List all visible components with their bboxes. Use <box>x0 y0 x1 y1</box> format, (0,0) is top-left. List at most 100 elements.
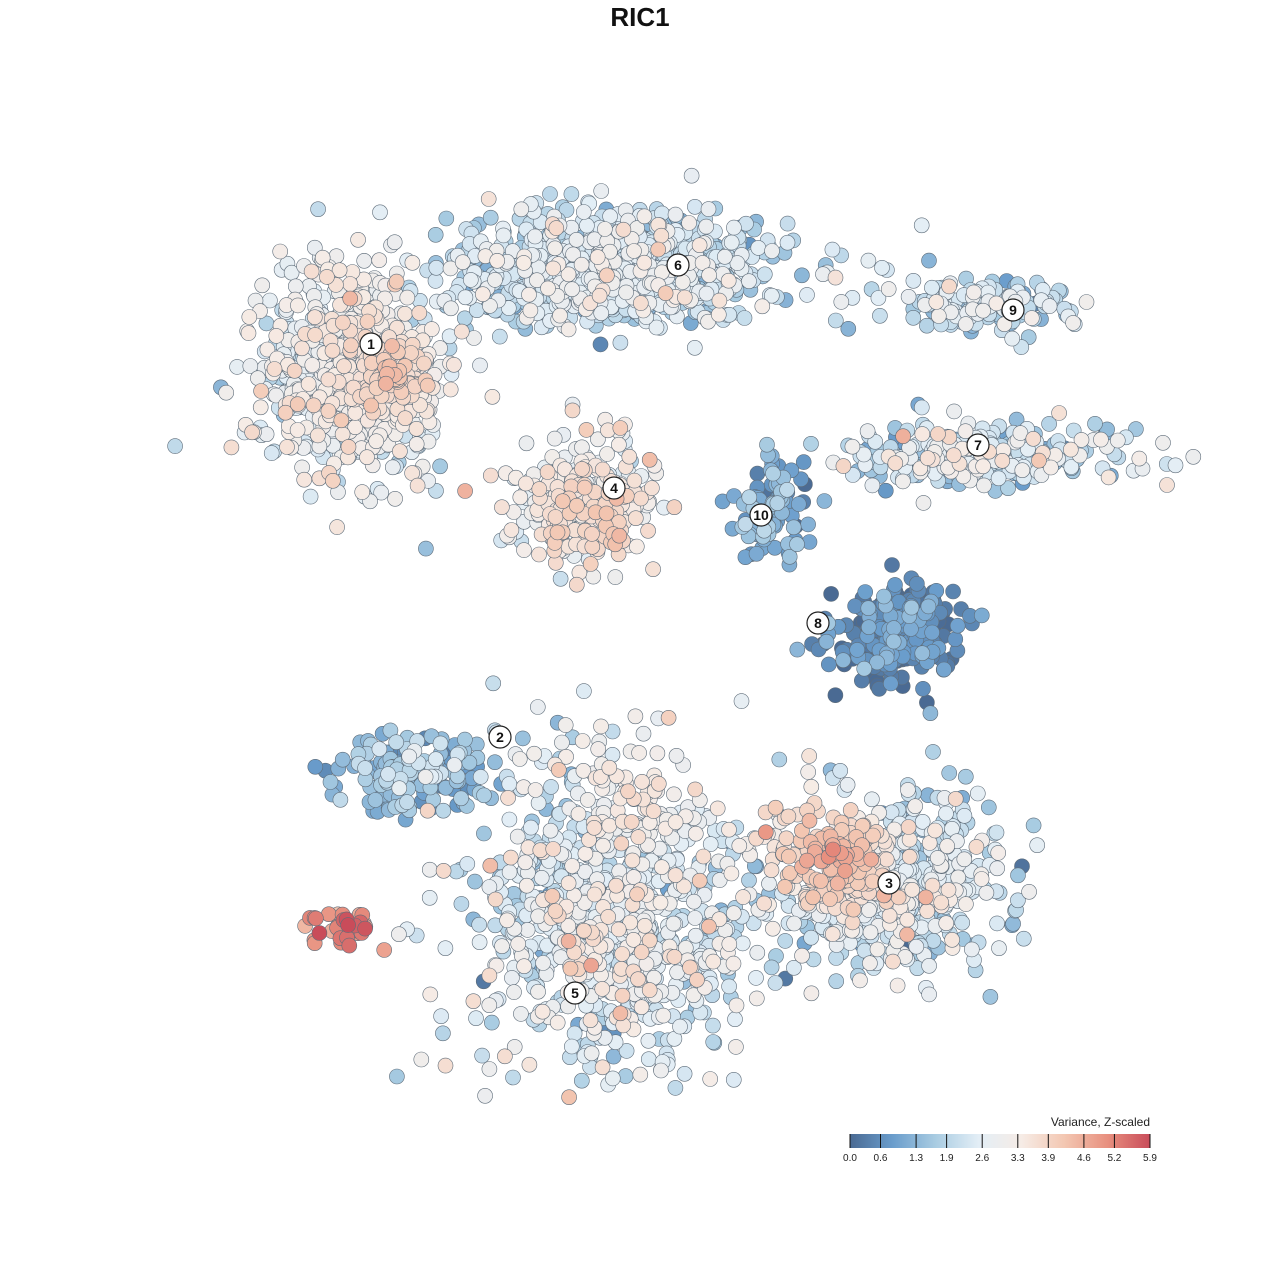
data-point <box>801 812 818 829</box>
data-point <box>900 782 916 798</box>
cluster-label-text: 5 <box>571 985 579 1001</box>
data-point <box>863 851 880 868</box>
data-point <box>938 805 954 822</box>
data-point <box>864 477 881 494</box>
data-point <box>749 944 766 961</box>
data-point <box>617 1068 634 1084</box>
data-point <box>759 436 775 453</box>
data-point <box>668 747 685 764</box>
cluster-label-text: 8 <box>814 615 822 631</box>
data-point <box>828 973 845 990</box>
data-point <box>1051 405 1067 421</box>
data-point <box>978 884 995 901</box>
data-point <box>378 375 394 392</box>
data-point <box>799 287 815 303</box>
data-point <box>837 863 853 879</box>
data-point <box>881 907 898 924</box>
data-point <box>268 328 285 344</box>
data-point <box>779 481 795 498</box>
data-point <box>481 967 498 984</box>
data-point <box>633 944 650 960</box>
cluster-label-text: 3 <box>885 875 893 891</box>
data-point <box>686 339 703 356</box>
data-point <box>803 435 819 452</box>
data-point <box>465 993 482 1010</box>
data-point <box>914 426 931 442</box>
data-point <box>614 987 631 1004</box>
data-point <box>702 1071 719 1087</box>
data-point <box>700 201 717 217</box>
data-point <box>459 856 476 872</box>
data-point <box>907 798 924 815</box>
cluster-label-text: 6 <box>674 257 682 273</box>
data-point <box>562 960 579 977</box>
data-point <box>254 277 271 294</box>
data-point <box>530 908 547 925</box>
data-point <box>501 776 518 792</box>
data-point <box>741 489 758 506</box>
data-point <box>789 536 805 553</box>
data-point <box>359 313 376 330</box>
data-point <box>754 298 771 315</box>
data-point <box>578 422 595 438</box>
data-point <box>530 983 546 1000</box>
data-point <box>573 1072 590 1089</box>
data-point <box>785 519 802 536</box>
data-point <box>904 881 921 898</box>
legend-tick-label: 2.6 <box>975 1153 989 1164</box>
data-point <box>769 495 786 512</box>
data-point <box>384 459 401 476</box>
data-point <box>509 828 526 845</box>
data-point <box>487 891 504 908</box>
data-point <box>518 877 535 894</box>
data-point <box>329 519 345 535</box>
data-point <box>780 848 797 865</box>
data-point <box>491 328 508 345</box>
data-point <box>645 561 661 578</box>
data-point <box>921 252 937 269</box>
cluster-label-10: 10 <box>749 503 773 527</box>
data-point <box>340 917 356 933</box>
data-point <box>939 838 956 854</box>
data-point <box>515 255 532 271</box>
data-point <box>818 633 835 650</box>
data-point <box>530 795 547 811</box>
data-point <box>517 854 534 871</box>
data-point <box>618 284 634 301</box>
data-point <box>575 204 592 220</box>
data-point <box>240 325 257 341</box>
data-point <box>527 782 544 798</box>
data-point <box>505 1069 521 1086</box>
data-point <box>359 449 375 466</box>
data-point <box>676 289 693 306</box>
data-point <box>446 356 462 373</box>
data-point <box>944 931 960 948</box>
data-point <box>665 915 682 932</box>
legend-tick-label: 0.6 <box>874 1153 888 1164</box>
data-point <box>568 232 585 248</box>
data-point <box>457 731 473 748</box>
data-point <box>372 204 388 221</box>
data-point <box>223 439 240 456</box>
data-point <box>687 910 703 926</box>
data-point <box>592 336 609 353</box>
data-point <box>476 787 492 804</box>
data-point <box>482 209 499 226</box>
data-point <box>512 489 529 506</box>
data-point <box>342 290 359 307</box>
data-point <box>859 423 876 440</box>
data-point <box>650 241 667 258</box>
data-point <box>435 862 452 879</box>
data-point <box>522 302 539 319</box>
data-point <box>518 435 535 452</box>
data-point <box>973 607 990 624</box>
data-point <box>341 937 358 954</box>
cluster-label-text: 1 <box>367 336 375 352</box>
data-point <box>591 287 608 304</box>
data-point <box>421 861 438 878</box>
data-point <box>852 972 868 989</box>
data-point <box>701 267 717 284</box>
data-point <box>308 910 324 927</box>
data-point <box>899 911 916 928</box>
